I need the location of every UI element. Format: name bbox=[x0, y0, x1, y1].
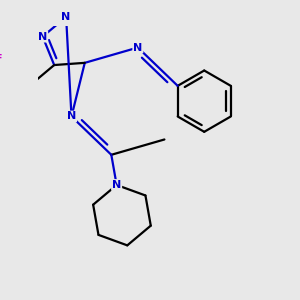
Text: N: N bbox=[61, 12, 71, 22]
Text: N: N bbox=[112, 180, 121, 190]
Text: N: N bbox=[67, 112, 76, 122]
Text: F: F bbox=[0, 54, 3, 64]
Text: N: N bbox=[133, 43, 142, 52]
Text: N: N bbox=[38, 32, 47, 42]
